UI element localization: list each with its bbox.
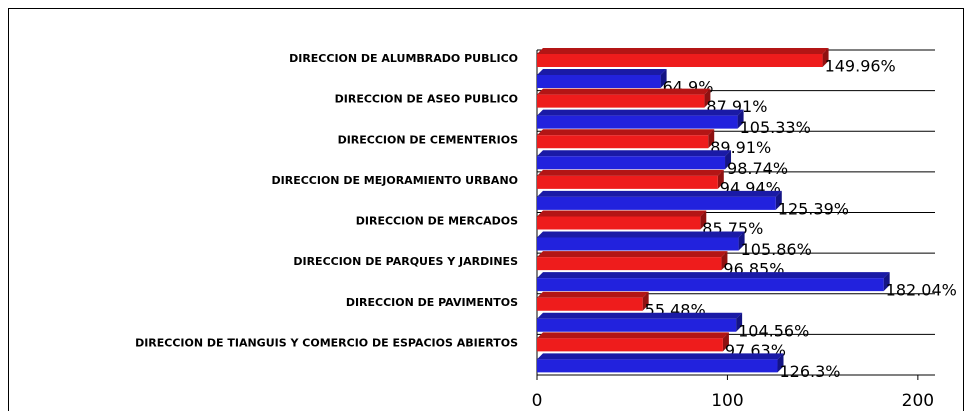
bar-side — [704, 88, 711, 108]
bar-side — [775, 190, 782, 210]
bar — [537, 196, 776, 210]
value-label: 126.3% — [780, 362, 841, 381]
bar-side — [700, 210, 707, 230]
value-label: 149.96% — [825, 57, 896, 76]
bar-side — [737, 109, 744, 129]
bar-side — [883, 272, 890, 292]
category-label: DIRECCION DE TIANGUIS Y COMERCIO DE ESPA… — [135, 336, 518, 349]
bar-side — [721, 251, 728, 271]
bar-top — [537, 272, 890, 279]
bar-top — [537, 332, 729, 339]
bar-top — [537, 150, 732, 157]
bar-side — [738, 231, 745, 251]
category-label: DIRECCION DE MERCADOS — [356, 215, 518, 228]
bar — [537, 237, 739, 251]
category-label: DIRECCION DE MEJORAMIENTO URBANO — [272, 174, 519, 187]
bar-top — [537, 231, 745, 238]
x-tick-label: 0 — [532, 391, 543, 411]
bar — [537, 135, 709, 149]
value-label: 182.04% — [886, 281, 957, 300]
bar-side — [822, 48, 829, 67]
bar-side — [642, 291, 649, 311]
category-label: DIRECCION DE CEMENTERIOS — [338, 133, 518, 146]
bar-side — [708, 129, 715, 149]
bar-top — [537, 169, 724, 176]
x-tick-label: 200 — [902, 391, 934, 411]
value-label: 125.39% — [778, 199, 849, 218]
value-label: 98.74% — [727, 159, 788, 178]
bar-side — [736, 312, 743, 332]
bar-side — [777, 353, 784, 373]
bar-top — [537, 48, 829, 54]
bar — [537, 75, 661, 88]
bar-top — [537, 88, 711, 95]
value-label: 104.56% — [738, 321, 809, 340]
bar — [537, 318, 737, 332]
bar-top — [537, 291, 649, 298]
bar-top — [537, 251, 728, 258]
bar-side — [660, 69, 667, 88]
bar-top — [537, 129, 715, 136]
bar — [537, 54, 823, 67]
bar-top — [537, 109, 744, 116]
bar — [537, 338, 723, 352]
bar-side — [717, 169, 724, 189]
bar — [537, 156, 726, 170]
bar-top — [537, 312, 743, 319]
frame — [8, 8, 964, 411]
category-label: DIRECCION DE ALUMBRADO PUBLICO — [289, 52, 518, 65]
bar-top — [537, 210, 707, 217]
bar — [537, 115, 738, 129]
x-tick-label: 100 — [711, 391, 743, 411]
bar-top — [537, 190, 782, 197]
category-label: DIRECCION DE PARQUES Y JARDINES — [293, 255, 518, 268]
bar — [537, 278, 884, 292]
bar-top — [537, 69, 667, 75]
bar — [537, 175, 718, 189]
bar-side — [725, 150, 732, 170]
value-label: 105.86% — [741, 240, 812, 259]
bar — [537, 216, 701, 230]
category-label: DIRECCION DE PAVIMENTOS — [346, 296, 518, 309]
bar — [537, 359, 778, 373]
bar-side — [722, 332, 729, 352]
bar — [537, 94, 705, 108]
bar — [537, 297, 643, 311]
bar-top — [537, 353, 784, 360]
category-label: DIRECCION DE ASEO PUBLICO — [335, 93, 518, 106]
value-label: 105.33% — [740, 118, 811, 137]
bar — [537, 257, 722, 271]
